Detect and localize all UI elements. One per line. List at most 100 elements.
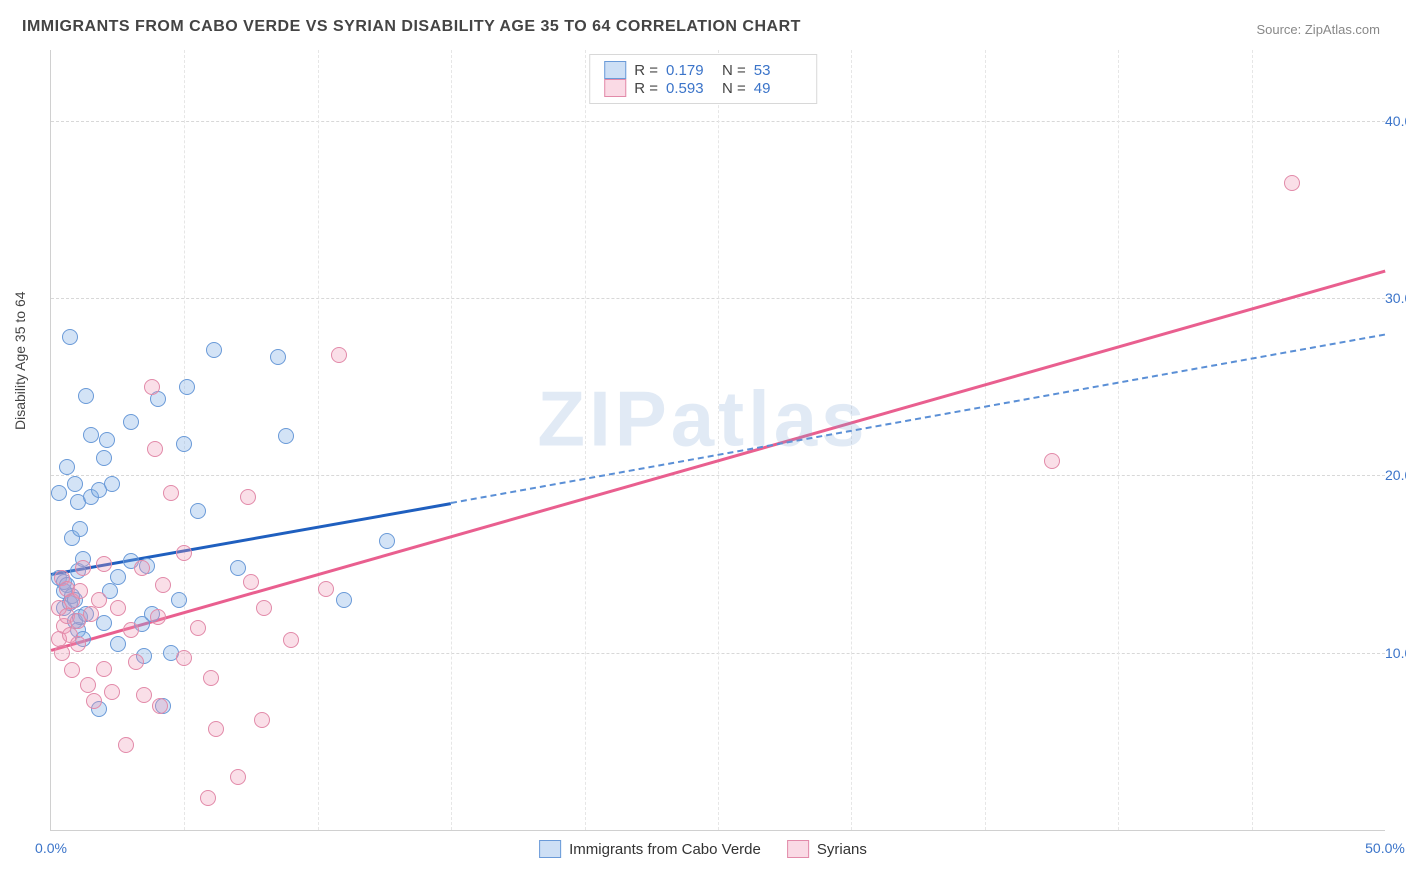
data-point-syrians [240, 489, 256, 505]
data-point-cabo_verde [99, 432, 115, 448]
data-point-syrians [155, 577, 171, 593]
source-name: ZipAtlas.com [1305, 22, 1380, 37]
swatch-pink-icon [787, 840, 809, 858]
data-point-cabo_verde [379, 533, 395, 549]
data-point-cabo_verde [110, 636, 126, 652]
y-tick-label: 40.0% [1385, 113, 1406, 129]
data-point-syrians [96, 556, 112, 572]
data-point-syrians [134, 560, 150, 576]
r-label: R = [634, 80, 658, 97]
data-point-cabo_verde [230, 560, 246, 576]
series-legend: Immigrants from Cabo Verde Syrians [539, 840, 867, 858]
gridline-v [851, 50, 852, 830]
gridline-v [985, 50, 986, 830]
data-point-cabo_verde [110, 569, 126, 585]
n-value: 53 [754, 62, 802, 79]
data-point-cabo_verde [171, 592, 187, 608]
corr-legend-row-syrians: R = 0.593 N = 49 [604, 79, 802, 97]
data-point-syrians [243, 574, 259, 590]
data-point-syrians [64, 662, 80, 678]
data-point-syrians [110, 600, 126, 616]
swatch-icon [604, 79, 626, 97]
data-point-syrians [150, 609, 166, 625]
legend-label-syrians: Syrians [817, 841, 867, 858]
data-point-syrians [72, 583, 88, 599]
chart-plot-area: 10.0%20.0%30.0%40.0%0.0%50.0% [50, 50, 1385, 831]
r-value: 0.593 [666, 80, 714, 97]
data-point-syrians [152, 698, 168, 714]
data-point-syrians [70, 636, 86, 652]
x-tick-label: 50.0% [1365, 840, 1405, 856]
data-point-cabo_verde [190, 503, 206, 519]
data-point-cabo_verde [336, 592, 352, 608]
gridline-v [585, 50, 586, 830]
n-label: N = [722, 80, 746, 97]
data-point-syrians [118, 737, 134, 753]
corr-legend-row-cabo_verde: R = 0.179 N = 53 [604, 61, 802, 79]
data-point-cabo_verde [179, 379, 195, 395]
data-point-syrians [104, 684, 120, 700]
data-point-cabo_verde [96, 450, 112, 466]
data-point-syrians [83, 606, 99, 622]
gridline-v [318, 50, 319, 830]
data-point-cabo_verde [104, 476, 120, 492]
data-point-cabo_verde [51, 485, 67, 501]
legend-item-syrians: Syrians [787, 840, 867, 858]
data-point-cabo_verde [123, 414, 139, 430]
data-point-syrians [91, 592, 107, 608]
data-point-syrians [54, 645, 70, 661]
data-point-syrians [176, 545, 192, 561]
y-tick-label: 10.0% [1385, 645, 1406, 661]
data-point-cabo_verde [72, 521, 88, 537]
x-tick-label: 0.0% [35, 840, 67, 856]
data-point-syrians [203, 670, 219, 686]
source-attribution: Source: ZipAtlas.com [1256, 22, 1380, 37]
data-point-syrians [75, 560, 91, 576]
data-point-syrians [80, 677, 96, 693]
trend-line-cabo-verde-extrapolated [451, 334, 1385, 504]
correlation-legend: R = 0.179 N = 53 R = 0.593 N = 49 [589, 54, 817, 104]
swatch-blue-icon [539, 840, 561, 858]
y-tick-label: 20.0% [1385, 467, 1406, 483]
data-point-syrians [1044, 453, 1060, 469]
data-point-syrians [96, 661, 112, 677]
gridline-v [1252, 50, 1253, 830]
data-point-cabo_verde [206, 342, 222, 358]
legend-label-cabo-verde: Immigrants from Cabo Verde [569, 841, 761, 858]
data-point-syrians [86, 693, 102, 709]
data-point-syrians [283, 632, 299, 648]
gridline-v [718, 50, 719, 830]
data-point-syrians [176, 650, 192, 666]
gridline-v [1118, 50, 1119, 830]
data-point-cabo_verde [83, 427, 99, 443]
swatch-icon [604, 61, 626, 79]
data-point-syrians [331, 347, 347, 363]
data-point-cabo_verde [278, 428, 294, 444]
data-point-cabo_verde [59, 459, 75, 475]
data-point-syrians [190, 620, 206, 636]
n-label: N = [722, 62, 746, 79]
y-tick-label: 30.0% [1385, 290, 1406, 306]
data-point-syrians [200, 790, 216, 806]
source-prefix: Source: [1256, 22, 1304, 37]
data-point-cabo_verde [176, 436, 192, 452]
legend-item-cabo-verde: Immigrants from Cabo Verde [539, 840, 761, 858]
r-value: 0.179 [666, 62, 714, 79]
data-point-syrians [256, 600, 272, 616]
y-axis-label: Disability Age 35 to 64 [12, 291, 28, 430]
data-point-syrians [123, 622, 139, 638]
data-point-syrians [208, 721, 224, 737]
data-point-syrians [147, 441, 163, 457]
chart-title: IMMIGRANTS FROM CABO VERDE VS SYRIAN DIS… [22, 18, 801, 36]
data-point-cabo_verde [96, 615, 112, 631]
n-value: 49 [754, 80, 802, 97]
data-point-syrians [163, 485, 179, 501]
r-label: R = [634, 62, 658, 79]
gridline-v [451, 50, 452, 830]
data-point-syrians [128, 654, 144, 670]
data-point-cabo_verde [62, 329, 78, 345]
data-point-cabo_verde [78, 388, 94, 404]
data-point-syrians [144, 379, 160, 395]
data-point-syrians [1284, 175, 1300, 191]
data-point-syrians [230, 769, 246, 785]
